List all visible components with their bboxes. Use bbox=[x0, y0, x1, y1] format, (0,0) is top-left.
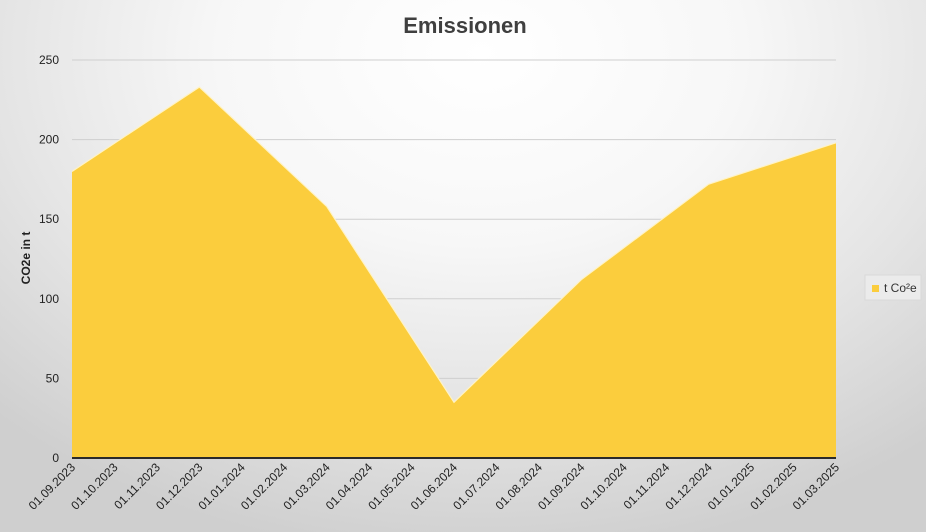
y-axis-ticks: 0 50 100 150 200 250 bbox=[39, 53, 59, 465]
legend-label: t Co²e bbox=[884, 281, 917, 295]
plot-area bbox=[71, 86, 837, 459]
y-tick-label: 250 bbox=[39, 53, 59, 67]
y-tick-label: 200 bbox=[39, 133, 59, 147]
area-series[interactable] bbox=[72, 87, 836, 459]
legend[interactable]: t Co²e bbox=[864, 274, 922, 301]
y-tick-label: 150 bbox=[39, 212, 59, 226]
y-tick-label: 100 bbox=[39, 292, 59, 306]
x-tick-label: 01.03.2025 bbox=[790, 460, 843, 513]
legend-swatch bbox=[872, 285, 879, 292]
chart-title: Emissionen bbox=[403, 13, 526, 38]
x-axis-ticks: 01.09.202301.10.202301.11.202301.12.2023… bbox=[26, 460, 843, 513]
y-axis-label: CO2e in t bbox=[19, 232, 33, 285]
y-tick-label: 50 bbox=[46, 371, 60, 385]
y-tick-label: 0 bbox=[52, 451, 59, 465]
